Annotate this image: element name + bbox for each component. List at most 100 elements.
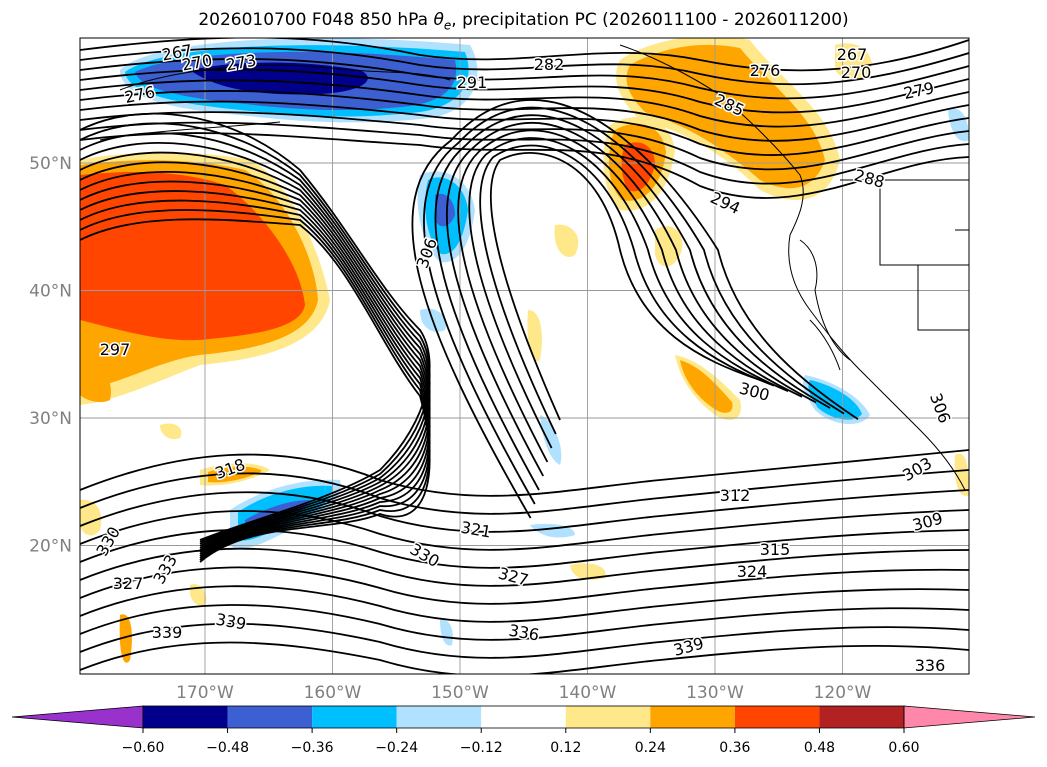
- contour-label: 306: [926, 391, 954, 426]
- precip-region: [948, 108, 969, 142]
- colorbar-box: [396, 706, 482, 728]
- precip-region: [835, 43, 872, 81]
- contour-line: [80, 47, 969, 86]
- contour-label: 297: [100, 340, 131, 359]
- colorbar-tick-label: 0.60: [888, 740, 919, 756]
- contour-label: 315: [760, 540, 791, 559]
- contour-line: [468, 137, 789, 449]
- contour-line: [80, 622, 969, 659]
- contour-label: 291: [457, 73, 488, 92]
- contour-label: 327: [113, 574, 144, 593]
- contour-line: [423, 106, 845, 505]
- colorbar-box: [481, 706, 566, 728]
- map-gridlines: [80, 38, 969, 674]
- colorbar-tick-label: −0.24: [375, 740, 418, 756]
- contour-line: [80, 209, 431, 561]
- colorbar-box: [734, 706, 820, 728]
- colorbar-tick-label: 0.24: [635, 740, 666, 756]
- lat-tick-label: 20°N: [29, 537, 72, 557]
- colorbar-frame: [142, 705, 905, 729]
- contour-line: [80, 132, 431, 545]
- precip-region: [435, 193, 455, 227]
- precip-region: [954, 453, 969, 496]
- precip-region: [189, 584, 207, 606]
- coastline-segment: [619, 44, 966, 491]
- precip-region: [80, 499, 102, 536]
- map-frame: [79, 37, 970, 675]
- colorbar-tick-label: −0.60: [122, 740, 165, 756]
- contour-line: [80, 122, 431, 543]
- theta-e-contours: [80, 38, 969, 674]
- lon-tick-label: 150°W: [431, 683, 489, 703]
- title-theta: θ: [433, 10, 444, 30]
- precip-region: [160, 423, 182, 440]
- contour-line: [80, 171, 431, 553]
- contour-line: [479, 144, 775, 435]
- precip-region: [80, 359, 111, 403]
- colorbar-box: [143, 706, 228, 728]
- lon-tick-label: 140°W: [559, 683, 617, 703]
- contour-line: [80, 509, 969, 551]
- colorbar-box: [650, 706, 735, 728]
- precip-region: [440, 619, 453, 646]
- contour-line: [80, 528, 969, 569]
- contour-line: [80, 641, 969, 674]
- contour-line: [80, 111, 969, 171]
- contour-label: 312: [720, 486, 751, 505]
- contour-line: [80, 190, 431, 557]
- precip-region: [554, 224, 579, 257]
- contour-line: [80, 151, 431, 549]
- contour-line: [80, 161, 431, 551]
- contour-line: [80, 79, 969, 128]
- contour-line: [490, 152, 761, 421]
- precip-region: [540, 415, 562, 465]
- contour-line: [80, 547, 969, 587]
- latitude-labels: 50°N 40°N 30°N 20°N: [29, 154, 72, 557]
- contour-line: [80, 218, 431, 563]
- colorbar-box: [819, 706, 904, 728]
- lat-tick-label: 50°N: [29, 154, 72, 174]
- contour-line: [80, 58, 969, 100]
- colorbar-extend-right: [903, 705, 1036, 729]
- contour-line: [80, 469, 969, 515]
- precip-region: [626, 44, 825, 189]
- contour-line: [411, 99, 859, 519]
- lon-tick-label: 130°W: [686, 683, 744, 703]
- lon-tick-label: 160°W: [304, 683, 362, 703]
- colorbar-box: [565, 706, 651, 728]
- contour-label: 270: [841, 63, 872, 82]
- precip-region: [119, 614, 132, 663]
- colorbar-tick-label: −0.36: [291, 740, 334, 756]
- contour-label: 324: [737, 562, 768, 581]
- precip-region: [527, 310, 542, 362]
- lat-tick-label: 40°N: [29, 282, 72, 302]
- lat-tick-label: 30°N: [29, 409, 72, 429]
- coastline-segment: [799, 239, 851, 361]
- contour-label: 339: [152, 623, 183, 642]
- contour-line: [80, 585, 969, 623]
- title-text-2: , precipitation PC (2026011100 - 2026011…: [451, 10, 849, 30]
- colorbar-box: [312, 706, 397, 728]
- contour-line: [80, 121, 969, 185]
- contour-label: 276: [750, 61, 781, 80]
- contour-line: [457, 129, 803, 463]
- contour-label: 336: [915, 656, 946, 675]
- contour-line: [80, 180, 431, 555]
- contour-label: 267: [837, 45, 868, 64]
- contour-line: [80, 566, 969, 605]
- contour-line: [80, 100, 969, 156]
- contour-label: 282: [534, 55, 565, 74]
- contour-line: [80, 604, 969, 641]
- colorbar-tick-label: −0.12: [460, 740, 503, 756]
- colorbar-tick-label: 0.48: [804, 740, 835, 756]
- precip-region: [680, 360, 733, 413]
- contour-line: [80, 112, 431, 541]
- title-subscript: e: [443, 18, 452, 33]
- colorbar-box: [227, 706, 313, 728]
- colorbar-tick-label: −0.48: [206, 740, 249, 756]
- precip-region: [808, 380, 862, 420]
- chart-title: 2026010700 F048 850 hPa θe, precipitatio…: [0, 10, 1047, 32]
- contour-line: [445, 121, 817, 477]
